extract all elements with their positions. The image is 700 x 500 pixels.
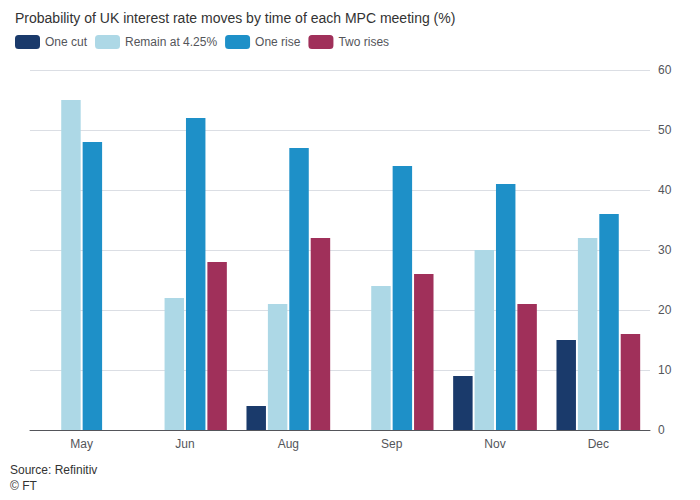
svg-text:Jun: Jun [175, 437, 194, 451]
svg-text:30: 30 [658, 243, 672, 257]
svg-text:Aug: Aug [278, 437, 299, 451]
svg-text:Dec: Dec [588, 437, 609, 451]
svg-text:Nov: Nov [484, 437, 505, 451]
svg-text:May: May [70, 437, 93, 451]
svg-text:Two rises: Two rises [338, 35, 389, 49]
svg-text:One cut: One cut [45, 35, 88, 49]
svg-text:© FT: © FT [10, 479, 38, 493]
svg-text:60: 60 [658, 63, 672, 77]
svg-text:One rise: One rise [255, 35, 301, 49]
svg-text:Source: Refinitiv: Source: Refinitiv [10, 463, 97, 477]
svg-text:Sep: Sep [381, 437, 403, 451]
svg-text:Remain at 4.25%: Remain at 4.25% [125, 35, 217, 49]
svg-text:20: 20 [658, 303, 672, 317]
svg-text:0: 0 [658, 423, 665, 437]
svg-text:10: 10 [658, 363, 672, 377]
svg-text:40: 40 [658, 183, 672, 197]
svg-text:Probability of UK interest rat: Probability of UK interest rate moves by… [15, 10, 455, 26]
svg-text:50: 50 [658, 123, 672, 137]
